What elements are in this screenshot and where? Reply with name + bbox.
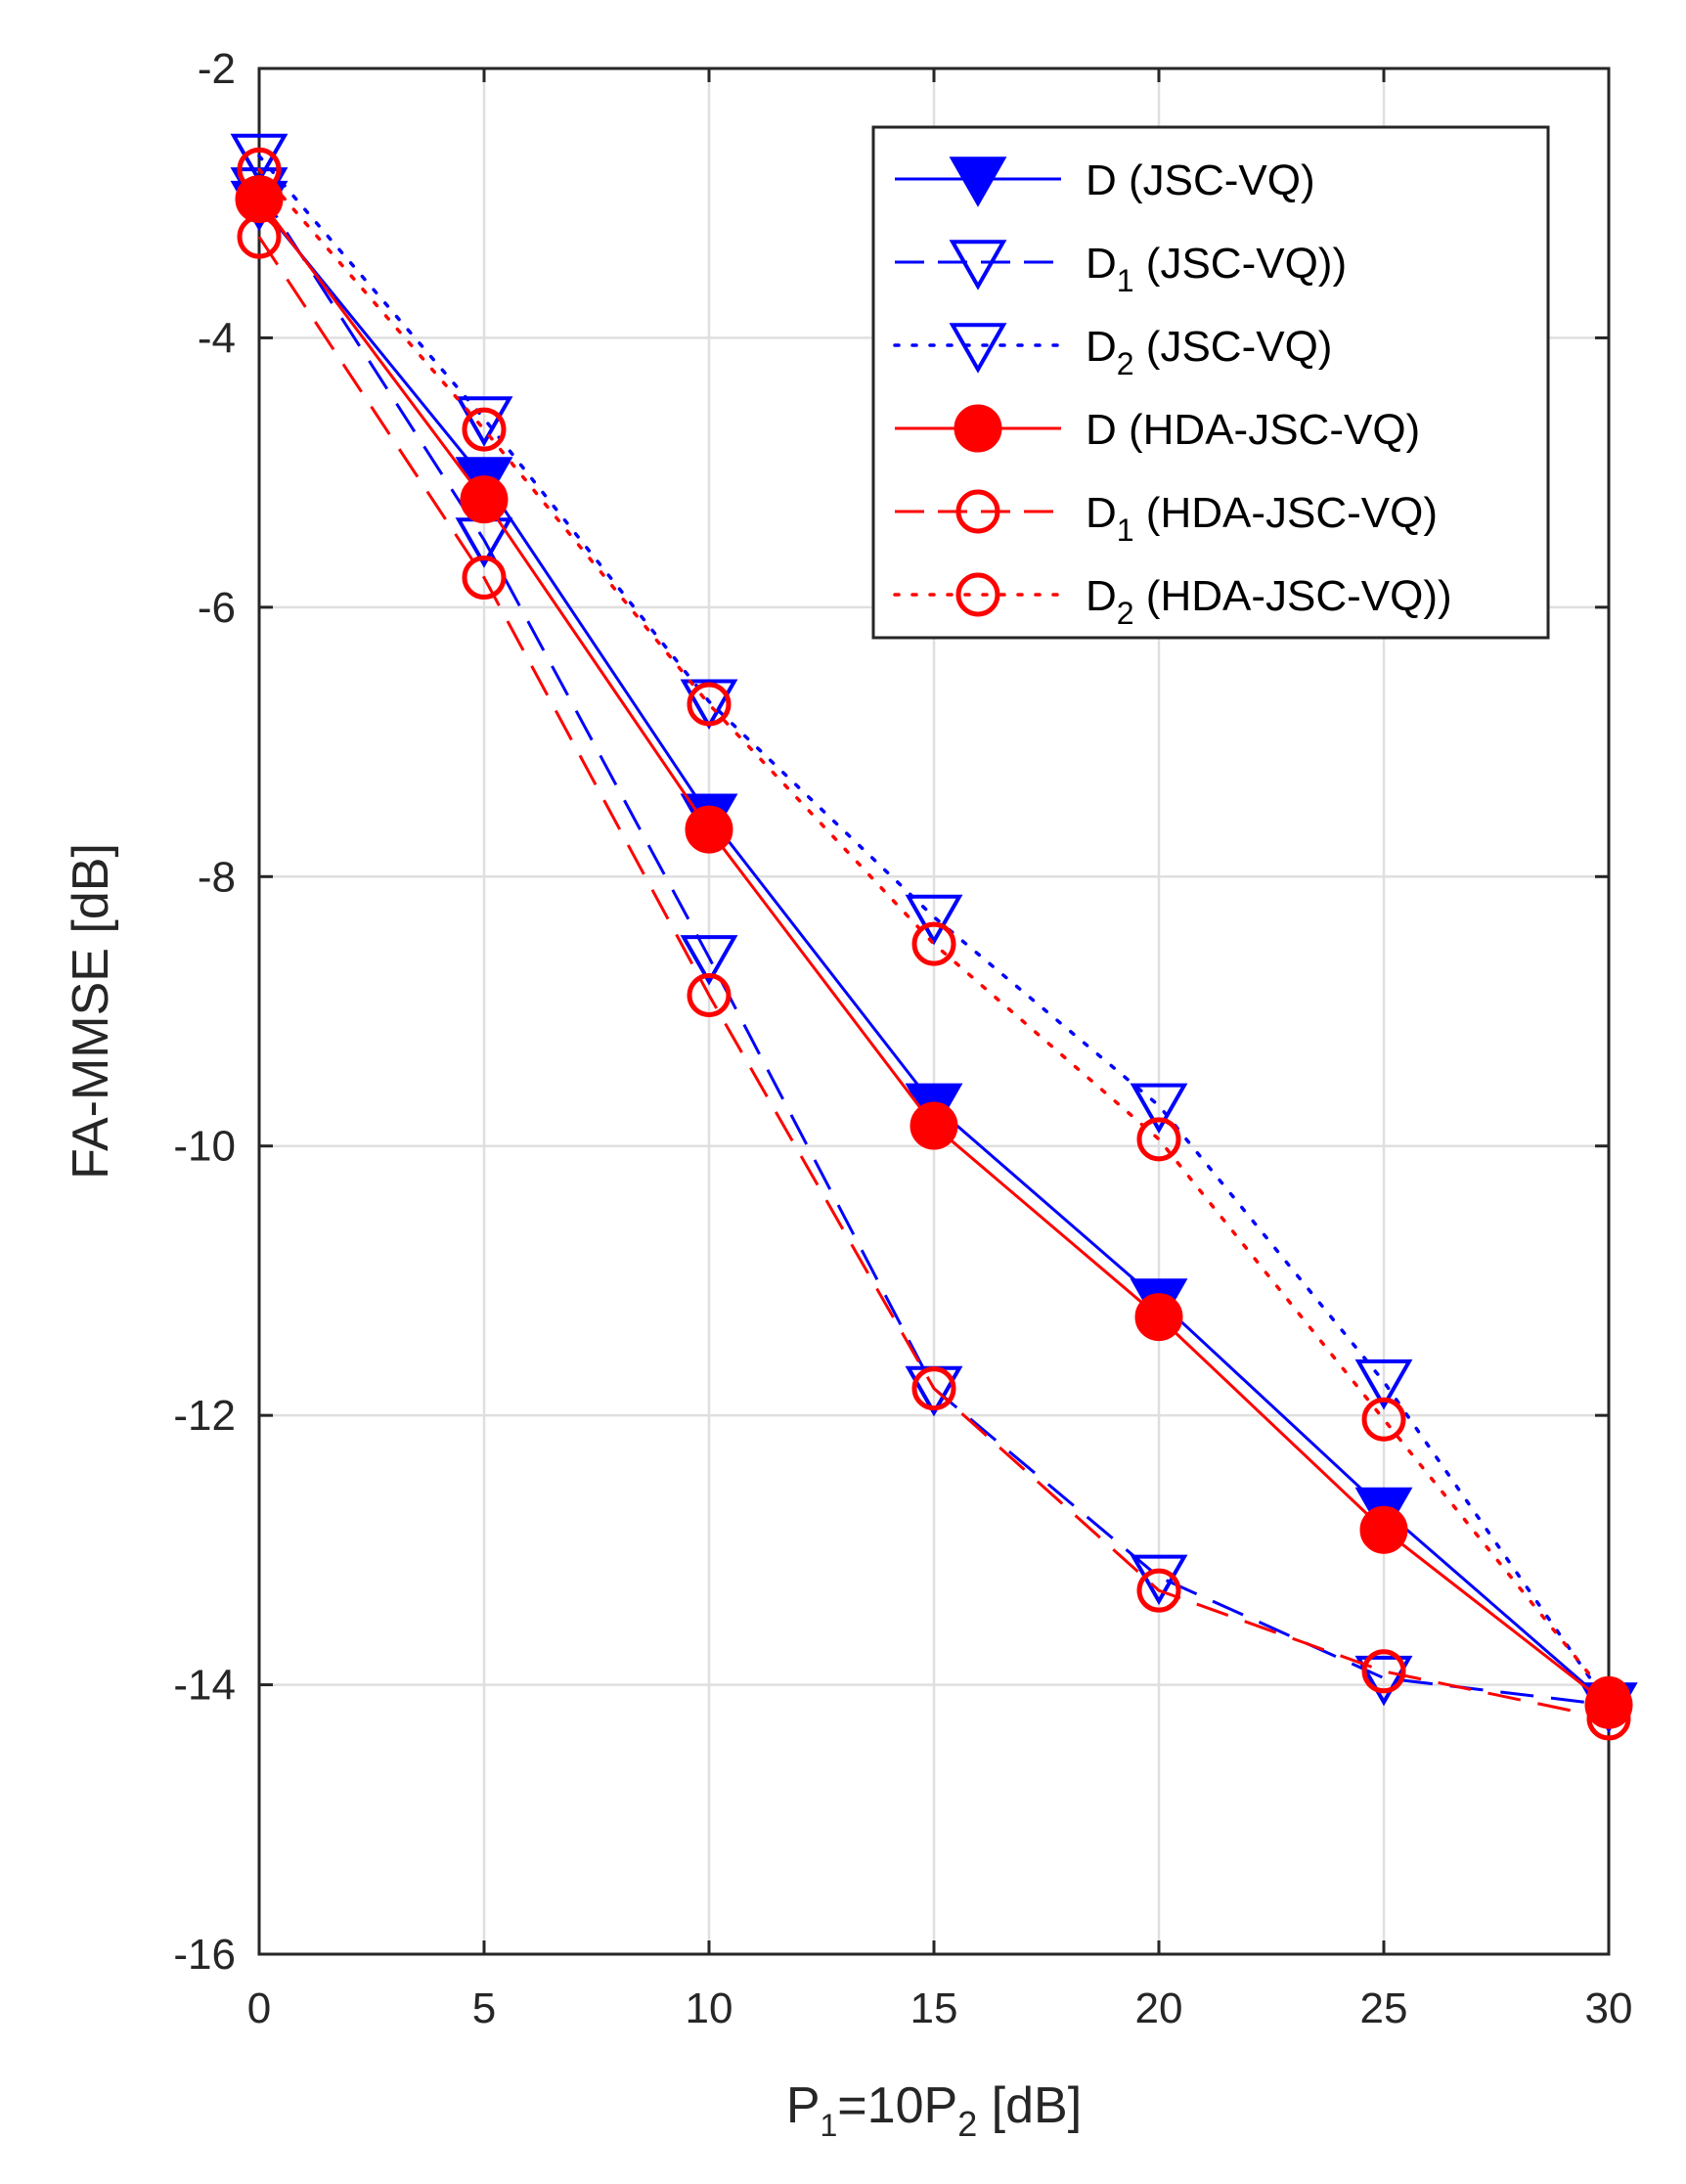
x-tick-label: 0 (247, 1984, 271, 2032)
legend-label-tail: (JSC-VQ) (1117, 156, 1315, 204)
y-tick-label: -8 (198, 853, 236, 901)
data-point (1586, 1675, 1631, 1720)
legend-label-sub: 1 (1117, 263, 1134, 298)
x-tick-label: 5 (472, 1984, 496, 2032)
data-point (455, 396, 513, 447)
legend-marker (955, 489, 1000, 534)
data-point (910, 1101, 958, 1150)
data-point (237, 147, 282, 192)
x-tick-label: 10 (686, 1984, 733, 2032)
series-5 (237, 214, 1631, 1741)
y-tick-label: -16 (173, 1931, 236, 1979)
legend-entry: D2 (HDA-JSC-VQ)) (893, 572, 1452, 631)
data-point (687, 682, 732, 727)
x-tick-label: 20 (1135, 1984, 1183, 2032)
data-point (237, 214, 282, 259)
data-point (460, 475, 509, 524)
legend: D (JSC-VQ)D1 (JSC-VQ))D2 (JSC-VQ)D (HDA-… (871, 125, 1550, 640)
legend-label-main: D (1086, 406, 1117, 454)
data-point (462, 407, 507, 452)
legend-label-tail: (JSC-VQ) (1134, 323, 1333, 371)
legend-label-main: D (1086, 156, 1117, 204)
legend-marker (949, 323, 1007, 374)
data-point (1130, 1083, 1188, 1135)
legend-label-main: D (1086, 323, 1117, 371)
x-axis-label-sub2: 2 (957, 2104, 977, 2144)
legend-label: D (HDA-JSC-VQ) (1086, 406, 1420, 454)
legend-label-sub: 1 (1117, 513, 1134, 548)
data-point (685, 805, 733, 854)
x-tick-label: 30 (1585, 1984, 1633, 2032)
legend-marker (954, 404, 1002, 453)
legend-entry: D (HDA-JSC-VQ) (895, 404, 1420, 454)
data-point (1136, 1568, 1181, 1613)
legend-label: D1 (JSC-VQ)) (1086, 240, 1347, 298)
legend-label: D2 (HDA-JSC-VQ)) (1086, 572, 1452, 631)
y-tick-label: -12 (173, 1392, 236, 1440)
x-axis-label-main: P (786, 2077, 821, 2134)
series-4 (235, 175, 1633, 1729)
data-point (1361, 1649, 1406, 1694)
legend-entry: D (JSC-VQ) (895, 156, 1315, 207)
y-tick-label: -14 (173, 1662, 236, 1710)
data-point (1354, 1655, 1413, 1707)
legend-entry: D1 (JSC-VQ)) (895, 240, 1347, 298)
legend-label-tail: (HDA-JSC-VQ)) (1134, 572, 1452, 620)
x-axis-label-mid: =10P (837, 2077, 957, 2134)
series-line (257, 236, 1610, 1720)
data-point (680, 935, 738, 986)
data-point (1134, 1293, 1183, 1342)
legend-items: D (JSC-VQ)D1 (JSC-VQ))D2 (JSC-VQ)D (HDA-… (893, 156, 1452, 631)
legend-entry: D1 (HDA-JSC-VQ) (895, 489, 1438, 548)
legend-label: D (JSC-VQ) (1086, 156, 1315, 204)
legend-label-tail: (HDA-JSC-VQ) (1117, 406, 1420, 454)
y-tick-label: -6 (198, 584, 236, 632)
legend-label-tail: (JSC-VQ)) (1134, 240, 1348, 288)
data-point (1354, 1359, 1413, 1410)
legend-marker (949, 156, 1007, 207)
legend-entry: D2 (JSC-VQ) (893, 323, 1332, 381)
series-group (230, 133, 1638, 1741)
legend-label-tail: (HDA-JSC-VQ) (1134, 489, 1438, 537)
x-axis-label: P1=10P2 [dB] (786, 2077, 1082, 2144)
legend-label-main: D (1086, 572, 1117, 620)
data-point (680, 679, 738, 730)
legend-label: D1 (HDA-JSC-VQ) (1086, 489, 1438, 548)
y-tick-label: -4 (198, 314, 236, 362)
legend-label-sub: 2 (1117, 346, 1134, 381)
series-6 (237, 147, 1631, 1720)
legend-marker (955, 572, 1000, 617)
legend-label-sub: 2 (1117, 596, 1134, 631)
data-point (1359, 1505, 1408, 1554)
data-point (905, 894, 963, 946)
legend-label-main: D (1086, 489, 1117, 537)
x-axis-label-sub1: 1 (821, 2108, 838, 2143)
y-tick-label: -2 (198, 45, 236, 93)
data-point (1136, 1117, 1181, 1162)
data-point (1361, 1397, 1406, 1442)
legend-label-main: D (1086, 240, 1117, 288)
x-tick-label: 25 (1360, 1984, 1408, 2032)
y-tick-label: -10 (173, 1123, 236, 1171)
data-point (911, 1366, 956, 1411)
y-axis-label: FA-MMSE [dB] (63, 843, 119, 1180)
data-point (687, 972, 732, 1017)
x-axis-label-tail: [dB] (977, 2077, 1082, 2134)
legend-marker (949, 240, 1007, 290)
data-point (911, 921, 956, 966)
x-tick-label: 15 (910, 1984, 958, 2032)
axis-ticks: 0 5 10 15 20 25 30 -16 -14 -12 -10 -8 -6 -4 -2 (173, 45, 1632, 2032)
legend-label: D2 (JSC-VQ) (1086, 323, 1332, 381)
legend-box (871, 125, 1550, 640)
data-point (462, 556, 507, 601)
